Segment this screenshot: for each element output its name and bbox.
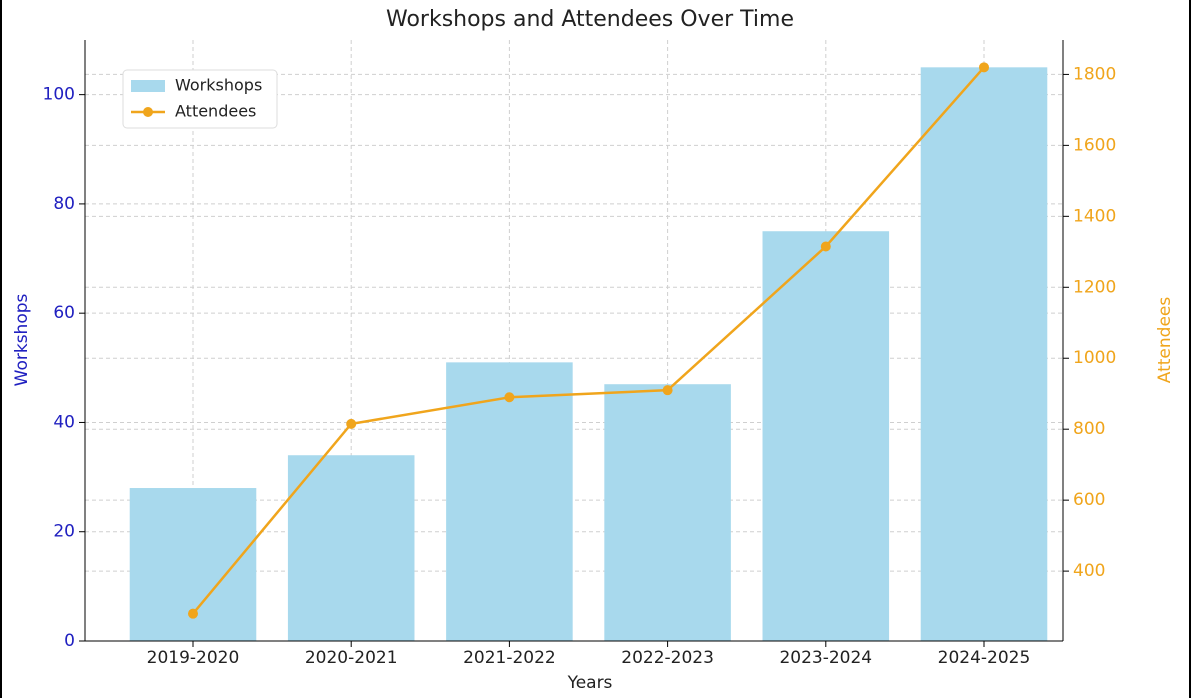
legend-swatch — [131, 80, 165, 92]
x-tick-label: 2022-2023 — [621, 648, 714, 668]
point — [346, 418, 357, 429]
y-tick-label: 60 — [53, 303, 75, 323]
y-tick-label: 0 — [64, 631, 75, 651]
y2-tick-label: 600 — [1073, 490, 1105, 510]
chart-title: Workshops and Attendees Over Time — [386, 7, 794, 32]
bar — [762, 231, 890, 641]
bar — [920, 67, 1048, 642]
x-tick-label: 2021-2022 — [463, 648, 556, 668]
point — [662, 385, 673, 396]
x-tick-label: 2020-2021 — [305, 648, 398, 668]
y2-tick-label: 400 — [1073, 561, 1105, 581]
x-axis-label: Years — [567, 673, 613, 693]
legend-label: Attendees — [175, 102, 256, 121]
y2-tick-label: 1600 — [1073, 135, 1116, 155]
y2-tick-label: 800 — [1073, 419, 1105, 439]
y2-tick-label: 1200 — [1073, 277, 1116, 297]
y-tick-label: 20 — [53, 522, 75, 542]
y-tick-label: 40 — [53, 412, 75, 432]
bar — [446, 362, 573, 641]
point — [979, 62, 989, 73]
bar — [604, 384, 731, 641]
y2-tick-label: 1000 — [1073, 348, 1116, 368]
point — [504, 392, 515, 403]
line — [192, 66, 985, 615]
y2-tick-label: 1800 — [1073, 64, 1116, 84]
x-tick-label: 2019-2020 — [147, 648, 240, 668]
y-tick-label: 100 — [43, 85, 75, 105]
y2-tick-label: 1400 — [1073, 206, 1116, 226]
x-tick-label: 2023-2024 — [779, 648, 872, 668]
x-tick-label: 2024-2025 — [938, 648, 1031, 668]
legend-label: Workshops — [175, 76, 262, 95]
point — [188, 608, 198, 619]
y2-axis-label: Attendees — [1155, 297, 1175, 384]
y-axis-label: Workshops — [12, 293, 32, 386]
legend-swatch — [143, 107, 153, 117]
bar — [287, 455, 415, 641]
point — [820, 241, 831, 252]
y-tick-label: 80 — [53, 194, 75, 214]
